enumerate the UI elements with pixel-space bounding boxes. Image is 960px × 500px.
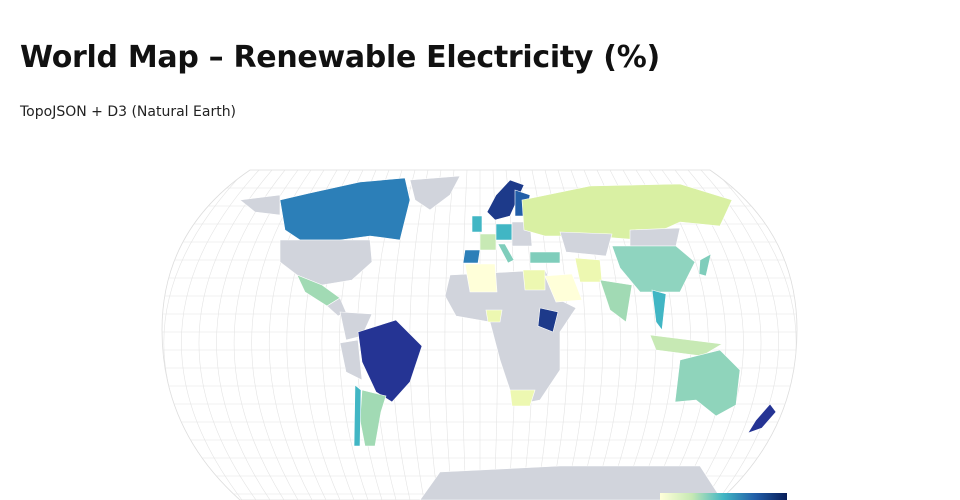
country bbox=[698, 253, 712, 277]
country bbox=[651, 289, 667, 331]
graticule-line bbox=[427, 170, 442, 500]
country bbox=[471, 215, 483, 233]
country bbox=[747, 403, 777, 434]
country bbox=[574, 257, 603, 283]
country bbox=[611, 245, 696, 293]
country bbox=[521, 183, 733, 241]
country bbox=[419, 465, 723, 500]
graticule-line bbox=[409, 170, 429, 500]
country bbox=[462, 249, 481, 264]
country bbox=[239, 194, 281, 216]
countries bbox=[239, 175, 777, 500]
country bbox=[353, 384, 362, 447]
page-title: World Map – Renewable Electricity (%) bbox=[20, 40, 660, 75]
country bbox=[409, 175, 461, 211]
graticule-line bbox=[216, 170, 286, 500]
country bbox=[629, 227, 681, 247]
country bbox=[464, 263, 498, 293]
page-subtitle: TopoJSON + D3 (Natural Earth) bbox=[20, 104, 237, 120]
country bbox=[559, 231, 613, 257]
country bbox=[529, 251, 561, 264]
country bbox=[544, 273, 583, 303]
country bbox=[497, 243, 515, 264]
graticule-line bbox=[462, 170, 468, 500]
country bbox=[279, 239, 373, 286]
country bbox=[279, 177, 411, 241]
graticule-line bbox=[198, 170, 273, 500]
country bbox=[495, 223, 513, 241]
country bbox=[537, 307, 559, 333]
graticule-line bbox=[700, 170, 779, 500]
country bbox=[326, 297, 347, 317]
country bbox=[599, 279, 633, 323]
graticule-line bbox=[444, 170, 455, 500]
country bbox=[479, 233, 497, 251]
country bbox=[522, 269, 546, 291]
country bbox=[674, 349, 741, 417]
color-legend bbox=[660, 493, 787, 500]
country bbox=[485, 309, 503, 323]
graticule-line bbox=[181, 170, 260, 500]
country bbox=[509, 389, 536, 407]
country bbox=[357, 319, 423, 403]
country bbox=[339, 339, 363, 381]
